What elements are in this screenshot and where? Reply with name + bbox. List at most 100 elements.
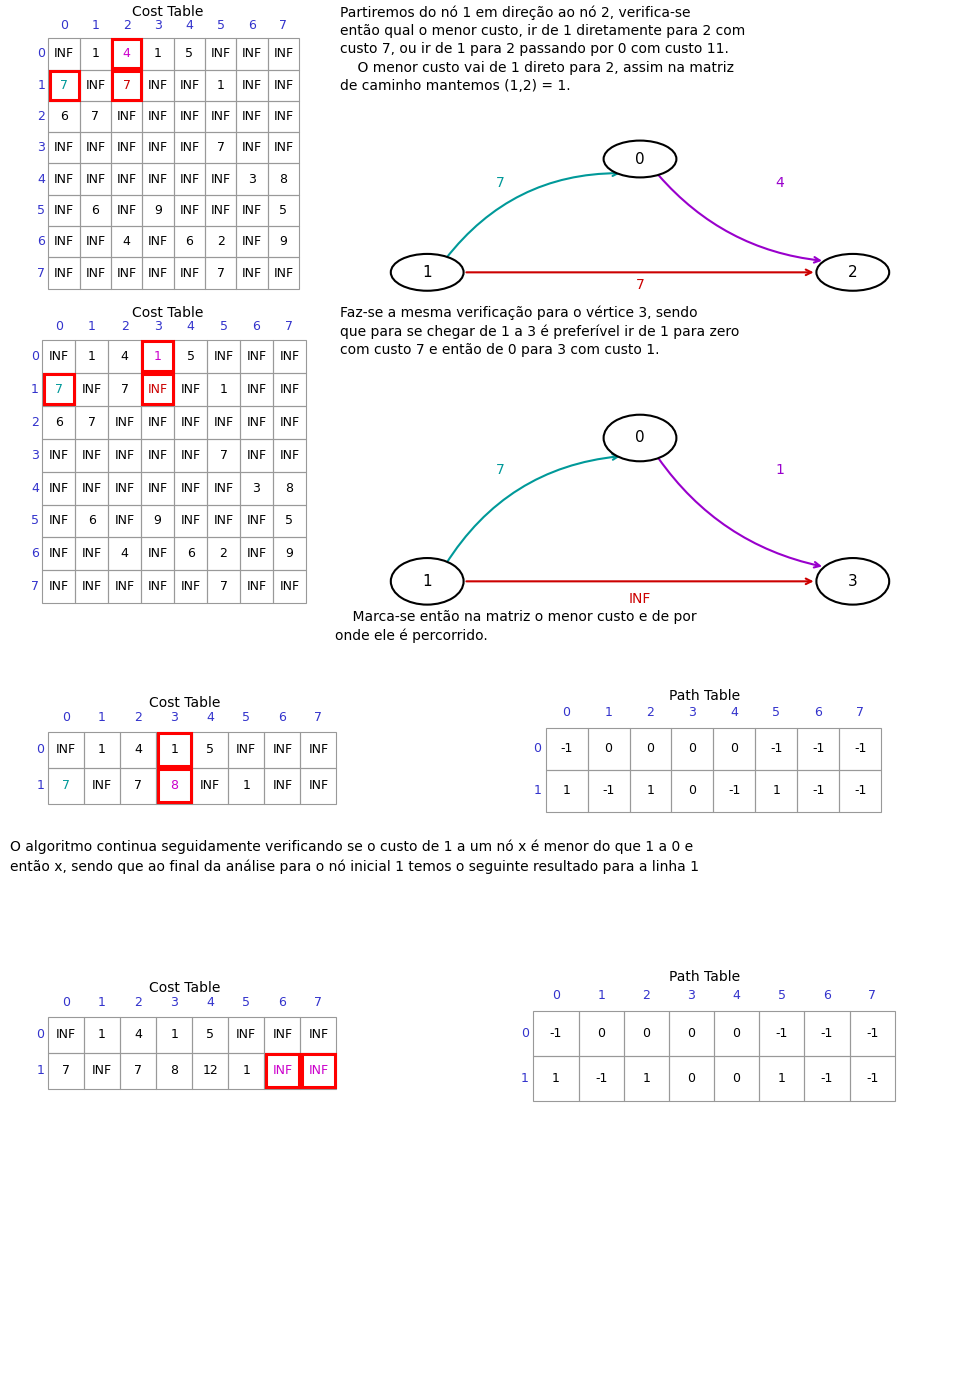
Text: 1: 1 bbox=[597, 988, 605, 1002]
Bar bbox=[630, 770, 671, 811]
Text: INF: INF bbox=[148, 266, 168, 280]
Bar bbox=[50, 70, 79, 99]
Bar bbox=[804, 1056, 850, 1101]
Text: INF: INF bbox=[148, 110, 168, 123]
Bar bbox=[42, 439, 75, 472]
Bar bbox=[108, 537, 141, 570]
Bar bbox=[207, 472, 240, 505]
Text: 7: 7 bbox=[314, 711, 323, 724]
Bar bbox=[111, 226, 142, 258]
Bar bbox=[205, 39, 236, 69]
Bar bbox=[588, 727, 630, 770]
Text: 2: 2 bbox=[121, 320, 129, 333]
Text: 5: 5 bbox=[279, 204, 287, 217]
Text: 4: 4 bbox=[206, 996, 214, 1009]
Bar bbox=[80, 69, 111, 101]
Text: INF: INF bbox=[54, 204, 74, 217]
Text: 1: 1 bbox=[552, 1072, 560, 1085]
Text: INF: INF bbox=[308, 1028, 328, 1041]
Bar bbox=[714, 1056, 759, 1101]
Bar bbox=[111, 195, 142, 226]
Text: 7: 7 bbox=[868, 988, 876, 1002]
Text: 6: 6 bbox=[91, 204, 100, 217]
Bar bbox=[273, 537, 306, 570]
Text: 7: 7 bbox=[220, 448, 228, 461]
Bar bbox=[268, 163, 299, 195]
Text: 5: 5 bbox=[217, 19, 225, 32]
Bar bbox=[236, 163, 268, 195]
Text: 0: 0 bbox=[687, 1027, 695, 1039]
Text: 2: 2 bbox=[220, 548, 228, 560]
Text: 4: 4 bbox=[731, 707, 738, 719]
Text: INF: INF bbox=[279, 415, 300, 429]
Text: INF: INF bbox=[148, 548, 168, 560]
Text: -1: -1 bbox=[812, 784, 825, 798]
Text: INF: INF bbox=[247, 349, 267, 363]
Text: INF: INF bbox=[117, 141, 137, 155]
Bar bbox=[49, 101, 80, 132]
Bar bbox=[264, 1053, 300, 1089]
Bar bbox=[205, 69, 236, 101]
Bar bbox=[300, 731, 336, 767]
Bar bbox=[156, 767, 192, 803]
Text: INF: INF bbox=[148, 172, 168, 186]
Bar bbox=[84, 731, 120, 767]
Text: 7: 7 bbox=[217, 141, 225, 155]
Bar bbox=[273, 505, 306, 537]
Text: 0: 0 bbox=[688, 784, 696, 798]
Text: 3: 3 bbox=[154, 320, 161, 333]
Text: INF: INF bbox=[274, 110, 294, 123]
Bar bbox=[142, 258, 174, 288]
Text: 5: 5 bbox=[220, 320, 228, 333]
Bar bbox=[273, 406, 306, 439]
Text: 1: 1 bbox=[98, 1028, 106, 1041]
Bar bbox=[174, 472, 207, 505]
Text: INF: INF bbox=[148, 581, 168, 593]
Bar bbox=[205, 163, 236, 195]
Text: 2: 2 bbox=[134, 711, 142, 724]
Text: 1: 1 bbox=[778, 1072, 785, 1085]
Bar bbox=[142, 39, 174, 69]
Text: 4: 4 bbox=[732, 988, 740, 1002]
Text: 5: 5 bbox=[37, 204, 45, 217]
Text: 4: 4 bbox=[186, 320, 195, 333]
Bar bbox=[759, 1056, 804, 1101]
Text: 6: 6 bbox=[37, 235, 45, 248]
Bar bbox=[236, 39, 268, 69]
Bar bbox=[671, 727, 713, 770]
Text: 7: 7 bbox=[134, 780, 142, 792]
Text: -1: -1 bbox=[602, 784, 614, 798]
Text: Cost Table: Cost Table bbox=[132, 306, 204, 320]
Text: INF: INF bbox=[308, 1064, 328, 1078]
Text: INF: INF bbox=[114, 482, 134, 494]
Text: INF: INF bbox=[247, 448, 267, 461]
Text: INF: INF bbox=[273, 742, 293, 756]
Text: Path Table: Path Table bbox=[669, 689, 740, 702]
Text: INF: INF bbox=[117, 204, 137, 217]
Text: 0: 0 bbox=[731, 742, 738, 755]
Text: INF: INF bbox=[274, 47, 294, 61]
Text: 8: 8 bbox=[170, 780, 179, 792]
Text: INF: INF bbox=[213, 482, 233, 494]
Text: 0: 0 bbox=[646, 742, 655, 755]
Text: INF: INF bbox=[236, 1028, 256, 1041]
Bar bbox=[756, 727, 797, 770]
Bar bbox=[49, 226, 80, 258]
Bar bbox=[713, 770, 756, 811]
Bar bbox=[268, 195, 299, 226]
Text: 4: 4 bbox=[123, 47, 131, 61]
Bar bbox=[174, 339, 207, 373]
Text: INF: INF bbox=[117, 110, 137, 123]
Text: 1: 1 bbox=[422, 265, 432, 280]
Bar bbox=[80, 101, 111, 132]
Text: 1: 1 bbox=[87, 320, 96, 333]
Text: Cost Table: Cost Table bbox=[150, 981, 221, 995]
Text: 5: 5 bbox=[186, 349, 195, 363]
Text: 0: 0 bbox=[732, 1027, 740, 1039]
Text: 9: 9 bbox=[155, 204, 162, 217]
Text: 0: 0 bbox=[31, 349, 39, 363]
Bar bbox=[120, 1017, 156, 1053]
Text: 2: 2 bbox=[642, 988, 650, 1002]
Text: INF: INF bbox=[279, 382, 300, 396]
Bar bbox=[228, 1017, 264, 1053]
